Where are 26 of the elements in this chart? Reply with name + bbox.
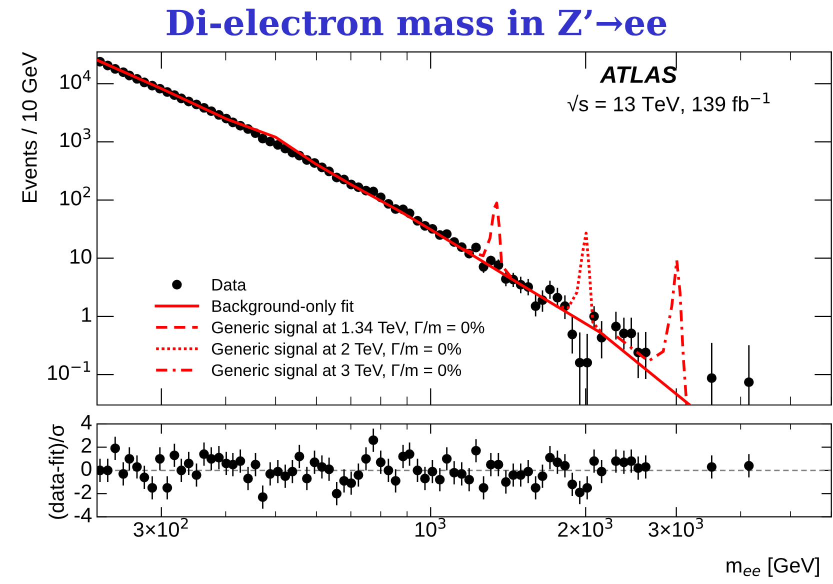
y-axis-title: Events / 10 GeV — [22, 52, 37, 202]
x-tick-label: 2×10$^{3}$ — [558, 518, 612, 537]
x-tick-label: 3×10$^{2}$ — [134, 518, 188, 537]
legend-label: Generic signal at 2 TeV, Γ/m = 0% — [212, 342, 462, 358]
y-tick-label: -2 — [74, 484, 92, 500]
x-axis-title: m$_{ee}$ [GeV] — [726, 557, 819, 577]
y-tick-label: 10$^{3}$ — [60, 128, 90, 148]
y-tick-label: 2 — [82, 438, 92, 453]
legend-label: Generic signal at 3 TeV, Γ/m = 0% — [212, 364, 462, 380]
y-tick-label: -4 — [74, 508, 92, 522]
y-axis-title: (data-fit)/σ — [48, 424, 68, 519]
legend-label: Data — [212, 279, 246, 291]
y-tick-label: 1 — [82, 307, 92, 322]
y-tick-label: 4 — [81, 415, 92, 430]
x-tick-label: 3×10$^{3}$ — [648, 518, 704, 537]
x-tick-label: 10$^{3}$ — [416, 518, 446, 537]
y-tick-label: 0 — [81, 461, 92, 476]
y-tick-label: 10$^{−1}$ — [48, 361, 90, 380]
y-tick-label: 10$^{4}$ — [60, 70, 91, 90]
legend-label: Generic signal at 1.34 TeV, Γ/m = 0% — [212, 321, 484, 337]
legend-label: Background-only fit — [212, 300, 354, 316]
y-tick-label: 10$^{2}$ — [60, 186, 90, 206]
annotation: √s = 13 TeV, 139 fb$^{−1}$ — [568, 92, 770, 114]
chart-title: Di-electron mass in Z’→ee — [166, 8, 666, 36]
y-tick-label: 10 — [70, 249, 92, 264]
annotation: ATLAS — [600, 66, 677, 84]
